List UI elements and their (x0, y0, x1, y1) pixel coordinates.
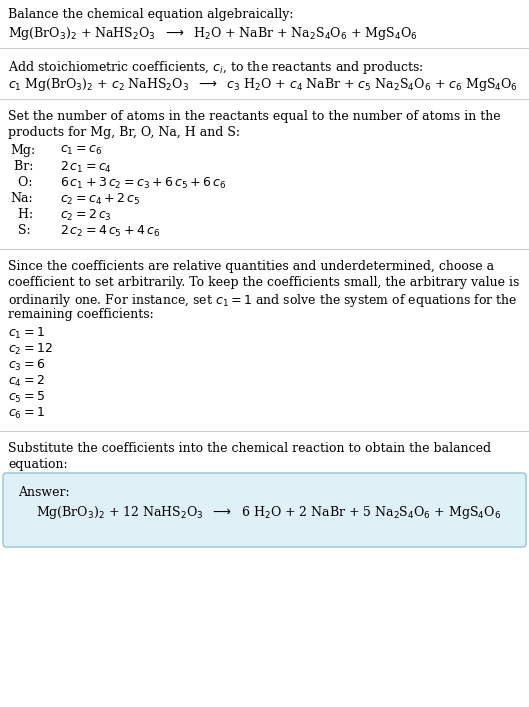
Text: Add stoichiometric coefficients, $c_i$, to the reactants and products:: Add stoichiometric coefficients, $c_i$, … (8, 59, 424, 76)
Text: coefficient to set arbitrarily. To keep the coefficients small, the arbitrary va: coefficient to set arbitrarily. To keep … (8, 276, 519, 289)
Text: Substitute the coefficients into the chemical reaction to obtain the balanced: Substitute the coefficients into the che… (8, 442, 491, 455)
Text: $c_2 = c_4 + 2\,c_5$: $c_2 = c_4 + 2\,c_5$ (60, 192, 140, 207)
Text: $c_1 = 1$: $c_1 = 1$ (8, 326, 45, 341)
Text: $c_2 = 2\,c_3$: $c_2 = 2\,c_3$ (60, 208, 112, 223)
Text: $c_6 = 1$: $c_6 = 1$ (8, 406, 45, 421)
Text: $2\,c_1 = c_4$: $2\,c_1 = c_4$ (60, 160, 112, 175)
Text: equation:: equation: (8, 458, 68, 471)
Text: ordinarily one. For instance, set $c_1 = 1$ and solve the system of equations fo: ordinarily one. For instance, set $c_1 =… (8, 292, 518, 309)
Text: Br:: Br: (10, 160, 33, 173)
Text: Set the number of atoms in the reactants equal to the number of atoms in the: Set the number of atoms in the reactants… (8, 110, 500, 123)
Text: $c_1 = c_6$: $c_1 = c_6$ (60, 144, 102, 157)
Text: Mg:: Mg: (10, 144, 35, 157)
Text: $6\,c_1 + 3\,c_2 = c_3 + 6\,c_5 + 6\,c_6$: $6\,c_1 + 3\,c_2 = c_3 + 6\,c_5 + 6\,c_6… (60, 176, 226, 191)
Text: $2\,c_2 = 4\,c_5 + 4\,c_6$: $2\,c_2 = 4\,c_5 + 4\,c_6$ (60, 224, 160, 239)
Text: $c_2 = 12$: $c_2 = 12$ (8, 342, 53, 357)
Text: Since the coefficients are relative quantities and underdetermined, choose a: Since the coefficients are relative quan… (8, 260, 494, 273)
Text: Mg(BrO$_3$)$_2$ + 12 NaHS$_2$O$_3$  $\longrightarrow$  6 H$_2$O + 2 NaBr + 5 Na$: Mg(BrO$_3$)$_2$ + 12 NaHS$_2$O$_3$ $\lon… (36, 504, 501, 521)
Text: $c_5 = 5$: $c_5 = 5$ (8, 390, 45, 405)
Text: H:: H: (10, 208, 33, 221)
Text: S:: S: (10, 224, 31, 237)
Text: Mg(BrO$_3$)$_2$ + NaHS$_2$O$_3$  $\longrightarrow$  H$_2$O + NaBr + Na$_2$S$_4$O: Mg(BrO$_3$)$_2$ + NaHS$_2$O$_3$ $\longri… (8, 25, 417, 42)
Text: $c_1$ Mg(BrO$_3$)$_2$ + $c_2$ NaHS$_2$O$_3$  $\longrightarrow$  $c_3$ H$_2$O + $: $c_1$ Mg(BrO$_3$)$_2$ + $c_2$ NaHS$_2$O$… (8, 76, 518, 93)
Text: $c_4 = 2$: $c_4 = 2$ (8, 374, 45, 389)
Text: Answer:: Answer: (18, 486, 70, 499)
FancyBboxPatch shape (3, 473, 526, 547)
Text: $c_3 = 6$: $c_3 = 6$ (8, 358, 45, 373)
Text: remaining coefficients:: remaining coefficients: (8, 308, 154, 321)
Text: Na:: Na: (10, 192, 33, 205)
Text: Balance the chemical equation algebraically:: Balance the chemical equation algebraica… (8, 8, 294, 21)
Text: products for Mg, Br, O, Na, H and S:: products for Mg, Br, O, Na, H and S: (8, 126, 240, 139)
Text: O:: O: (10, 176, 32, 189)
